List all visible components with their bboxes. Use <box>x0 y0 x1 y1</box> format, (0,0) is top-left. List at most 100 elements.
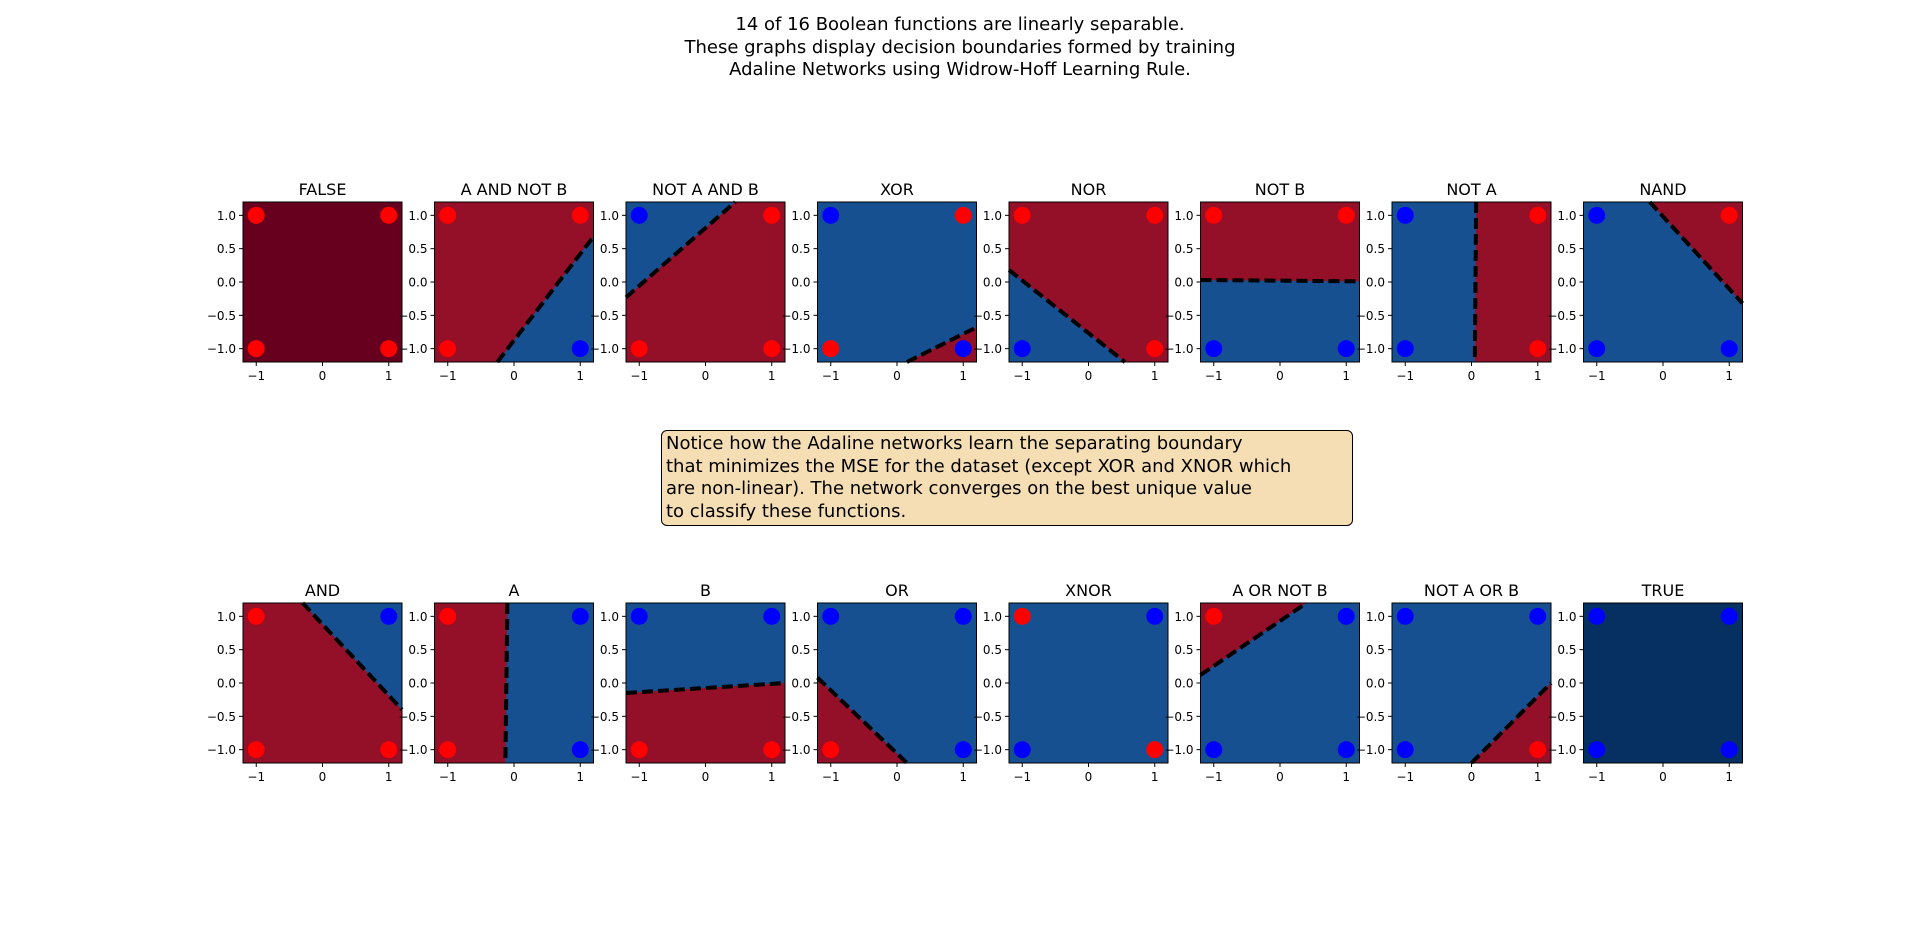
subplot-title: XOR <box>880 180 914 199</box>
subplot: OR −1 0 1 1.0 0.5 0.0 −0.5 −1.0 <box>781 581 977 784</box>
data-point <box>1529 206 1547 224</box>
data-point <box>439 206 457 224</box>
y-tick-label: 1.0 <box>217 610 236 624</box>
subplot: A −1 0 1 1.0 0.5 0.0 −0.5 −1.0 <box>398 581 594 784</box>
x-tick-label: 0 <box>1659 369 1667 383</box>
data-point <box>1529 340 1547 358</box>
decision-region <box>243 202 402 362</box>
x-tick-label: 1 <box>385 770 393 784</box>
x-tick-label: −1 <box>822 369 840 383</box>
x-tick-label: 1 <box>385 369 393 383</box>
x-tick-label: −1 <box>247 770 265 784</box>
y-tick-label: 1.0 <box>791 209 810 223</box>
y-tick-label: 0.5 <box>600 643 619 657</box>
y-tick-label: 0.5 <box>408 242 427 256</box>
y-tick-label: −1.0 <box>207 342 236 356</box>
data-point <box>1588 741 1606 759</box>
y-tick-label: −0.5 <box>781 309 810 323</box>
y-tick-label: 0.5 <box>600 242 619 256</box>
y-tick-label: 0.5 <box>1174 643 1193 657</box>
y-tick-label: −1.0 <box>590 743 619 757</box>
subplot: TRUE −1 0 1 1.0 0.5 0.0 −0.5 −1.0 <box>1547 581 1743 784</box>
data-point <box>1146 206 1164 224</box>
data-point <box>630 206 648 224</box>
decision-boundary <box>1470 681 1553 765</box>
x-tick-label: 1 <box>1725 770 1733 784</box>
y-tick-label: −1.0 <box>781 743 810 757</box>
subplot-title: NOR <box>1071 180 1107 199</box>
data-point <box>380 607 398 625</box>
figure-title: 14 of 16 Boolean functions are linearly … <box>0 14 1920 82</box>
decision-region <box>817 202 977 362</box>
decision-boundary <box>816 676 909 765</box>
annotation-line: are non-linear). The network converges o… <box>666 478 1252 499</box>
subplot: AND −1 0 1 1.0 0.5 0.0 −0.5 −1.0 <box>207 581 404 784</box>
data-point <box>1396 206 1414 224</box>
data-point <box>380 340 398 358</box>
data-point <box>1013 607 1031 625</box>
y-tick-label: 0.0 <box>1557 677 1576 691</box>
figure-title-line: 14 of 16 Boolean functions are linearly … <box>735 14 1185 35</box>
y-tick-label: −0.5 <box>590 710 619 724</box>
y-tick-label: −0.5 <box>590 309 619 323</box>
subplot-title: A AND NOT B <box>461 180 568 199</box>
subplot-title: B <box>700 581 711 600</box>
data-point <box>1396 741 1414 759</box>
y-tick-label: 0.0 <box>791 677 810 691</box>
subplot: B −1 0 1 1.0 0.5 0.0 −0.5 −1.0 <box>590 581 786 784</box>
x-tick-label: 1 <box>1725 369 1733 383</box>
y-tick-label: 0.0 <box>600 677 619 691</box>
subplot-title: NAND <box>1639 180 1686 199</box>
y-tick-label: 0.5 <box>983 643 1002 657</box>
data-point <box>954 607 972 625</box>
annotation-line: that minimizes the MSE for the dataset (… <box>666 455 1292 477</box>
y-tick-label: 1.0 <box>600 209 619 223</box>
x-tick-label: 0 <box>893 770 901 784</box>
x-tick-label: −1 <box>1205 770 1223 784</box>
y-tick-label: 0.5 <box>791 643 810 657</box>
decision-boundary <box>503 602 510 764</box>
data-point <box>1720 741 1738 759</box>
y-tick-label: 1.0 <box>1366 209 1385 223</box>
x-tick-label: 1 <box>576 770 584 784</box>
data-point <box>571 340 589 358</box>
data-point <box>571 607 589 625</box>
subplot: XOR −1 0 1 1.0 0.5 0.0 −0.5 −1.0 <box>781 180 978 383</box>
decision-region <box>1392 202 1477 362</box>
data-point <box>380 741 398 759</box>
data-point <box>1529 741 1547 759</box>
subplot-title: A <box>509 581 520 600</box>
y-tick-label: 1.0 <box>600 610 619 624</box>
x-tick-label: −1 <box>630 369 648 383</box>
data-point <box>630 340 648 358</box>
x-tick-label: 1 <box>1534 369 1542 383</box>
subplot-title: NOT B <box>1255 180 1305 199</box>
data-point <box>247 741 265 759</box>
y-tick-label: 0.0 <box>791 276 810 290</box>
x-tick-label: −1 <box>1396 369 1414 383</box>
data-point <box>1337 607 1355 625</box>
subplot: NOT A AND B −1 0 1 1.0 0.5 0.0 −0.5 −1.0 <box>590 180 786 383</box>
decision-boundary <box>625 681 786 695</box>
decision-region <box>817 677 907 763</box>
x-tick-label: 0 <box>702 770 710 784</box>
data-point <box>1396 340 1414 358</box>
y-tick-label: 0.0 <box>983 276 1002 290</box>
decision-region <box>1583 603 1743 763</box>
y-tick-label: 0.0 <box>408 276 427 290</box>
y-tick-label: 0.5 <box>791 242 810 256</box>
data-point <box>630 607 648 625</box>
y-tick-label: 0.0 <box>1174 677 1193 691</box>
y-tick-label: 1.0 <box>791 610 810 624</box>
y-tick-label: 1.0 <box>1557 209 1576 223</box>
y-tick-label: −1.0 <box>1164 743 1193 757</box>
y-tick-label: 0.5 <box>217 643 236 657</box>
decision-boundary <box>301 601 404 712</box>
y-tick-label: −0.5 <box>1164 309 1193 323</box>
x-tick-label: −1 <box>247 369 265 383</box>
x-tick-label: 0 <box>1468 369 1476 383</box>
data-point <box>1146 741 1164 759</box>
data-point <box>247 206 265 224</box>
annotation-line: Notice how the Adaline networks learn th… <box>666 433 1243 454</box>
